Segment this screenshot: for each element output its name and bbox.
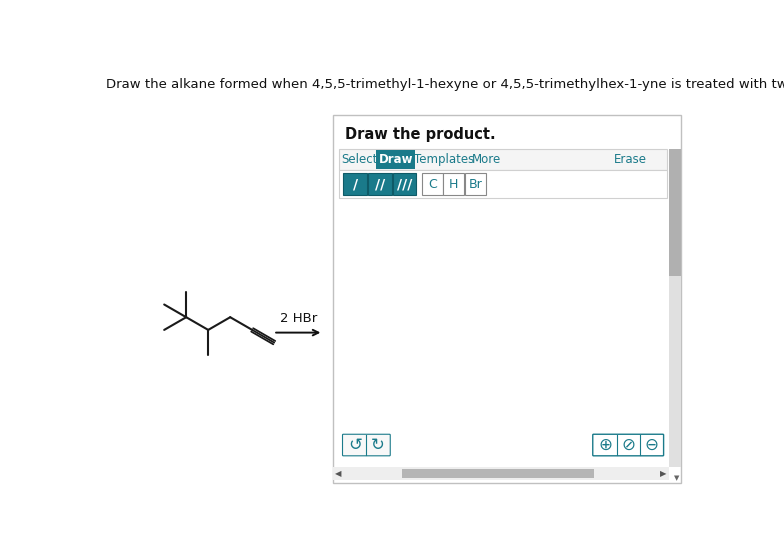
Text: ▼: ▼ <box>674 475 680 481</box>
FancyBboxPatch shape <box>444 173 464 195</box>
Text: Erase: Erase <box>614 153 647 166</box>
Text: ▶: ▶ <box>659 469 666 478</box>
Text: ///: /// <box>397 177 412 191</box>
Text: ↻: ↻ <box>371 436 385 454</box>
FancyBboxPatch shape <box>393 173 416 195</box>
FancyBboxPatch shape <box>422 173 443 195</box>
Text: H: H <box>449 177 459 190</box>
Text: Select: Select <box>341 153 378 166</box>
FancyBboxPatch shape <box>465 173 486 195</box>
Text: 2 HBr: 2 HBr <box>280 312 317 325</box>
FancyBboxPatch shape <box>669 148 681 276</box>
Text: Draw: Draw <box>379 153 413 166</box>
FancyBboxPatch shape <box>593 434 663 456</box>
FancyBboxPatch shape <box>368 173 392 195</box>
FancyBboxPatch shape <box>343 173 367 195</box>
FancyBboxPatch shape <box>339 148 667 170</box>
Text: ◀: ◀ <box>336 469 342 478</box>
Text: /: / <box>353 177 358 191</box>
FancyBboxPatch shape <box>376 150 415 169</box>
FancyBboxPatch shape <box>343 434 390 456</box>
Text: ⊕: ⊕ <box>598 436 612 454</box>
Text: Draw the alkane formed when 4,5,5-trimethyl-1-hexyne or 4,5,5-trimethylhex-1-yne: Draw the alkane formed when 4,5,5-trimet… <box>106 78 784 91</box>
FancyBboxPatch shape <box>339 170 667 198</box>
Text: //: // <box>375 177 385 191</box>
Text: ⊖: ⊖ <box>644 436 659 454</box>
Text: Templates: Templates <box>414 153 474 166</box>
Text: More: More <box>472 153 501 166</box>
Text: ↺: ↺ <box>348 436 361 454</box>
FancyBboxPatch shape <box>401 469 594 478</box>
Text: Draw the product.: Draw the product. <box>345 127 495 142</box>
Text: Br: Br <box>469 177 482 190</box>
FancyBboxPatch shape <box>332 468 669 480</box>
FancyBboxPatch shape <box>332 115 681 483</box>
Text: C: C <box>428 177 437 190</box>
Text: ⊘: ⊘ <box>621 436 635 454</box>
FancyBboxPatch shape <box>669 148 681 468</box>
